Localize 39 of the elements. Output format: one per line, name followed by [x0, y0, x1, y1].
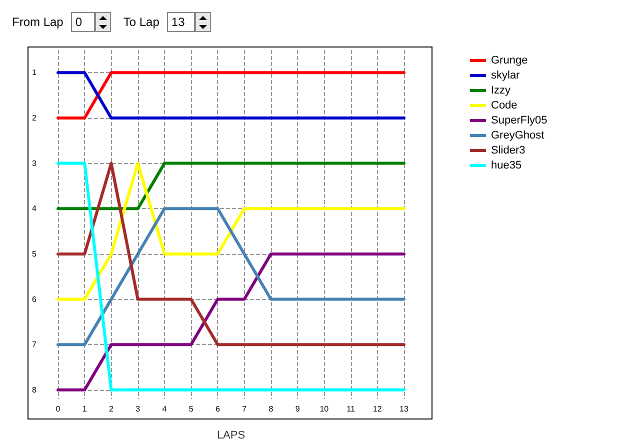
number-input: 13 — [167, 12, 196, 32]
x-tick-label: 3 — [136, 404, 141, 414]
legend-label: SuperFly05 — [491, 114, 548, 126]
x-tick-label: 10 — [320, 404, 330, 414]
x-tick-label: 5 — [188, 404, 194, 414]
x-tick-label: 8 — [268, 404, 274, 414]
line-series — [56, 162, 406, 301]
legend-label: Grunge — [491, 54, 528, 66]
line-series — [56, 252, 406, 392]
legend-label: Code — [491, 100, 518, 112]
x-tick-label: 6 — [215, 404, 220, 414]
text: To Lap — [123, 15, 160, 29]
line-series — [56, 162, 406, 346]
x-tick-label: 1 — [82, 404, 88, 414]
x-axis-title: LAPS — [216, 430, 246, 442]
line-series — [56, 207, 406, 346]
legend-label: GreyGhost — [491, 130, 544, 142]
legend-label: Izzy — [491, 84, 512, 96]
x-tick-label: 13 — [400, 404, 409, 414]
y-tick-label: 7 — [32, 340, 37, 350]
x-tick-label: 0 — [56, 404, 61, 414]
y-tick-label: 4 — [32, 204, 37, 214]
x-tick-label: 7 — [242, 404, 248, 414]
y-tick-label: 1 — [32, 68, 37, 78]
number-input: 0 — [71, 12, 96, 32]
legend-label: hue35 — [491, 160, 522, 172]
legend-label: skylar — [491, 70, 520, 82]
y-tick-label: 5 — [32, 249, 37, 258]
y-tick-label: 6 — [32, 294, 37, 304]
legend-label: Slider3 — [491, 144, 526, 156]
x-tick-label: 9 — [295, 404, 300, 414]
x-tick-label: 12 — [372, 404, 382, 414]
y-tick-label: 8 — [32, 385, 37, 394]
y-tick-label: 3 — [32, 158, 37, 168]
x-tick-label: 4 — [162, 404, 168, 414]
x-tick-label: 2 — [109, 404, 114, 414]
x-tick-label: 11 — [346, 404, 356, 414]
text: From Lap — [12, 15, 64, 29]
y-tick-label: 2 — [32, 113, 37, 122]
